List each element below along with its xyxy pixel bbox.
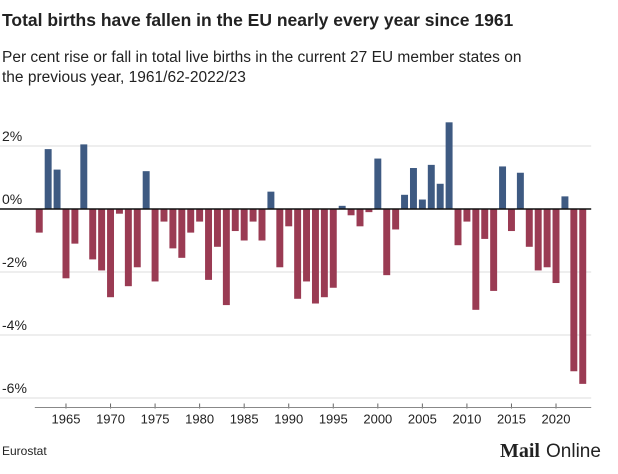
bar xyxy=(178,208,186,258)
bar xyxy=(365,208,373,213)
bar xyxy=(561,196,569,209)
bar xyxy=(374,158,382,209)
x-tick-label: 2005 xyxy=(408,412,437,427)
x-tick-label: 1995 xyxy=(319,412,348,427)
x-tick-label: 2000 xyxy=(363,412,392,427)
bar xyxy=(151,208,159,282)
bar xyxy=(169,208,177,249)
y-tick-label: -2% xyxy=(2,254,27,270)
bar xyxy=(53,169,61,209)
x-tick-label: 1970 xyxy=(96,412,125,427)
bar xyxy=(231,208,239,232)
bar xyxy=(311,208,319,304)
logo-mail: Mail xyxy=(500,440,540,462)
bar xyxy=(338,205,346,209)
bar xyxy=(240,208,248,241)
x-tick-label: 1980 xyxy=(185,412,214,427)
bar xyxy=(115,208,123,214)
bar xyxy=(570,208,578,372)
bar xyxy=(294,208,302,299)
bar xyxy=(133,208,141,268)
bar xyxy=(401,194,409,209)
bar xyxy=(392,208,400,230)
bar xyxy=(205,208,213,280)
bar xyxy=(463,208,471,222)
bar xyxy=(98,208,106,271)
bar xyxy=(107,208,115,298)
bar xyxy=(249,208,257,222)
chart-title: Total births have fallen in the EU nearl… xyxy=(2,10,514,30)
x-tick-label: 1990 xyxy=(274,412,303,427)
bar xyxy=(44,149,52,209)
bar xyxy=(142,171,150,209)
bar xyxy=(222,208,230,306)
bar xyxy=(62,208,70,279)
bar xyxy=(472,208,480,310)
x-tick-label: 1985 xyxy=(230,412,259,427)
bar xyxy=(490,208,498,291)
logo-online: Online xyxy=(546,441,601,462)
bar xyxy=(552,208,560,284)
chart-subtitle: the previous year, 1961/62-2022/23 xyxy=(2,69,246,86)
y-tick-label: -4% xyxy=(2,317,27,333)
bar xyxy=(320,208,328,298)
bar xyxy=(258,208,266,241)
bar xyxy=(507,208,515,232)
bar xyxy=(409,168,417,209)
bar xyxy=(285,208,293,227)
bar xyxy=(89,208,97,260)
bar xyxy=(525,208,533,247)
x-tick-label: 1975 xyxy=(141,412,170,427)
bar xyxy=(71,208,79,244)
bar xyxy=(160,208,168,222)
bar xyxy=(516,172,524,209)
bar xyxy=(267,191,275,209)
bar xyxy=(499,166,507,209)
y-tick-label: 2% xyxy=(2,128,22,144)
bar xyxy=(196,208,204,222)
bar xyxy=(276,208,284,268)
bar xyxy=(356,208,364,227)
chart-subtitle: Per cent rise or fall in total live birt… xyxy=(2,49,521,66)
bar xyxy=(35,208,43,233)
y-tick-label: -6% xyxy=(2,380,27,396)
bar xyxy=(124,208,132,287)
bar xyxy=(445,122,453,209)
x-tick-label: 2010 xyxy=(452,412,481,427)
y-tick-label: 0% xyxy=(2,191,22,207)
bar xyxy=(543,208,551,268)
bar xyxy=(187,208,195,233)
x-tick-label: 1965 xyxy=(52,412,81,427)
bar xyxy=(347,208,355,216)
x-tick-label: 2020 xyxy=(542,412,571,427)
bar xyxy=(436,183,444,209)
bar xyxy=(481,208,489,239)
bar xyxy=(383,208,391,276)
bar xyxy=(534,208,542,271)
bar xyxy=(418,199,426,209)
bar xyxy=(427,164,435,209)
bar xyxy=(454,208,462,246)
bar xyxy=(213,208,221,247)
source: Eurostat xyxy=(2,444,47,458)
bar xyxy=(329,208,337,288)
bar xyxy=(80,144,88,209)
bar xyxy=(303,208,311,282)
bar xyxy=(579,208,587,384)
x-tick-label: 2015 xyxy=(497,412,526,427)
